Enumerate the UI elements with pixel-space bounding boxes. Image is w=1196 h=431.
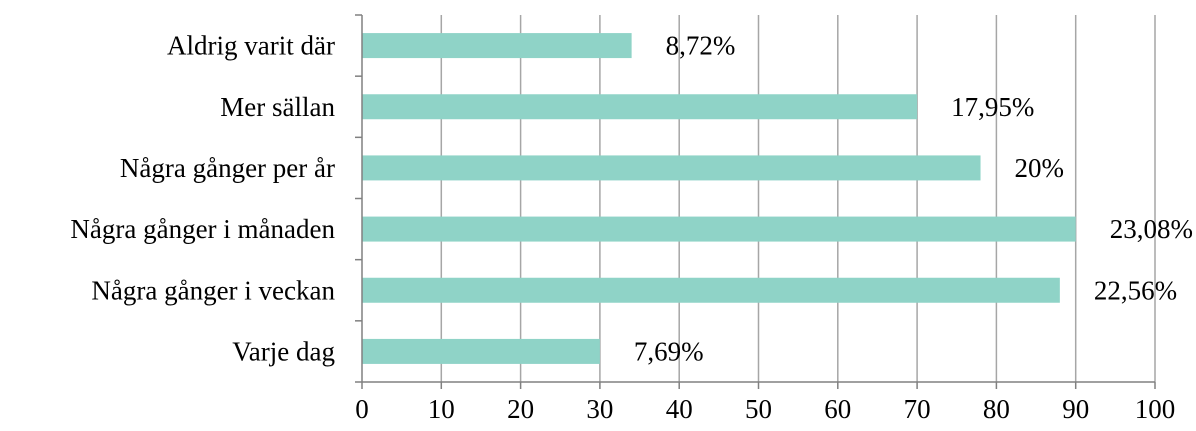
bar-5 <box>362 338 600 364</box>
data-label-2: 20% <box>1015 153 1065 183</box>
x-tick-label-100: 100 <box>1135 394 1176 424</box>
x-tick-label-10: 10 <box>428 394 455 424</box>
data-label-4: 22,56% <box>1094 275 1177 305</box>
data-label-5: 7,69% <box>634 336 704 366</box>
data-label-0: 8,72% <box>666 31 736 61</box>
category-label-0: Aldrig varit där <box>167 31 335 61</box>
x-tick-label-30: 30 <box>586 394 613 424</box>
grid-lines <box>440 15 1156 382</box>
data-label-3: 23,08% <box>1110 214 1193 244</box>
category-label-4: Några gånger i veckan <box>91 275 335 305</box>
category-label-3: Några gånger i månaden <box>70 214 335 244</box>
labels: Aldrig varit där 8,72% Mer sällan 17,95% Någ… <box>70 31 1193 424</box>
x-tick-label-50: 50 <box>745 394 772 424</box>
bar-0 <box>362 33 632 59</box>
bar-4 <box>362 277 1060 303</box>
x-tick-label-70: 70 <box>904 394 931 424</box>
x-tick-label-0: 0 <box>355 394 369 424</box>
x-tick-label-40: 40 <box>666 394 693 424</box>
bars <box>362 33 1076 364</box>
category-label-2: Några gånger per år <box>120 153 335 183</box>
bar-1 <box>362 94 918 120</box>
data-label-1: 17,95% <box>951 92 1034 122</box>
bar-2 <box>362 155 981 181</box>
x-tick-label-80: 80 <box>983 394 1010 424</box>
x-tick-label-60: 60 <box>824 394 851 424</box>
category-label-5: Varje dag <box>232 336 335 366</box>
axes <box>355 14 1156 389</box>
x-tick-label-20: 20 <box>507 394 534 424</box>
bar-3 <box>362 216 1076 242</box>
x-tick-label-90: 90 <box>1062 394 1089 424</box>
category-label-1: Mer sällan <box>220 92 335 122</box>
